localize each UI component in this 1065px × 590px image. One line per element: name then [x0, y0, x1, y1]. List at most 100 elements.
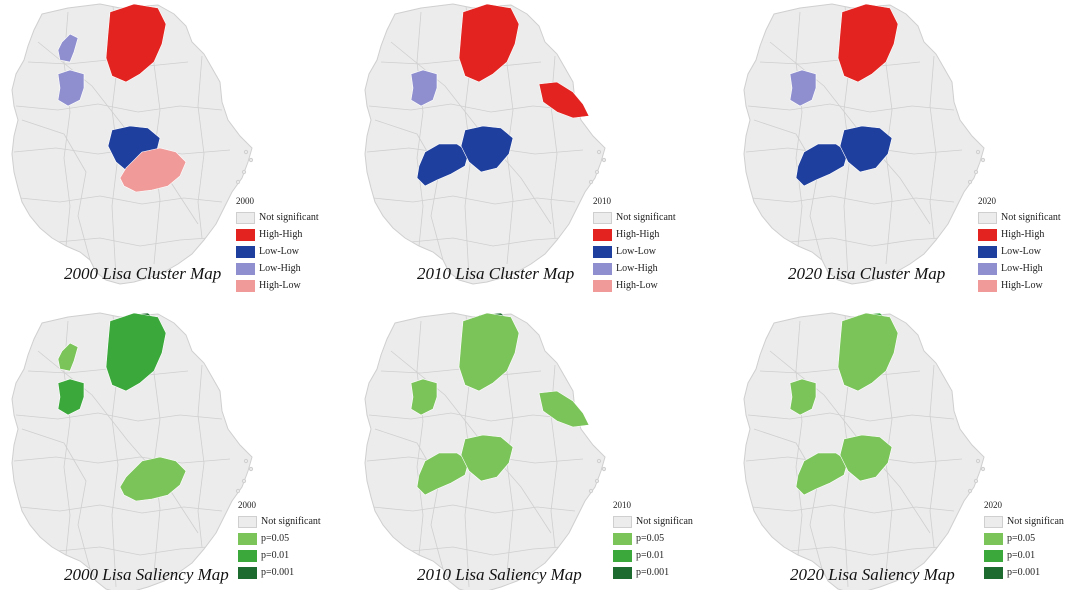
island — [973, 478, 979, 484]
island — [980, 157, 986, 163]
county-boundary — [751, 195, 955, 205]
legend-label: High-Low — [1001, 280, 1043, 291]
map-caption: 2010 Lisa Saliency Map — [417, 565, 582, 584]
legend-label: Low-High — [259, 263, 301, 274]
county-boundary — [795, 11, 803, 247]
county-boundary — [368, 412, 576, 422]
region-central — [460, 434, 514, 482]
island — [975, 149, 981, 155]
island — [594, 169, 600, 175]
county-boundary — [368, 103, 576, 113]
region-west-mid — [789, 378, 817, 416]
region-southwest-arm — [416, 452, 470, 496]
legend-swatch — [236, 211, 255, 224]
legend-label: p=0.001 — [1007, 567, 1041, 578]
island — [235, 488, 241, 494]
legend-label: p=0.01 — [261, 550, 290, 561]
legend-label: p=0.01 — [1007, 550, 1036, 561]
region-west-small — [57, 342, 79, 372]
legend-item: Low-High — [978, 260, 1061, 277]
legend-swatch — [978, 211, 997, 224]
map-panel: 2010 Lisa Saliency Map 2010 Not significan… — [355, 295, 710, 590]
legend-label: Low-Low — [616, 246, 656, 257]
legend-item: High-High — [978, 226, 1061, 243]
legend-item: High-Low — [978, 277, 1061, 294]
county-boundary — [789, 546, 941, 556]
legend-swatch — [978, 245, 997, 258]
legend-item: Low-Low — [236, 243, 319, 260]
legend-title: 2020 — [978, 196, 996, 206]
choropleth-map — [11, 312, 254, 590]
choropleth-map — [364, 312, 607, 590]
legend-label: Not significant — [616, 212, 676, 223]
county-boundary — [197, 55, 205, 239]
map-panel: 2020 Lisa Cluster Map 2020 Not significant… — [710, 0, 1065, 295]
region-central — [839, 434, 893, 482]
legend-label: Not significant — [1001, 212, 1061, 223]
legend-label: High-High — [1001, 229, 1045, 240]
island — [601, 466, 607, 472]
region-north-cluster — [105, 312, 167, 392]
legend-swatch — [613, 566, 632, 579]
county-boundary — [747, 103, 955, 113]
region-west-mid — [57, 69, 85, 107]
island — [241, 478, 247, 484]
region-north-cluster — [837, 3, 899, 83]
legend-swatch — [978, 228, 997, 241]
island — [588, 179, 594, 185]
island — [975, 458, 981, 464]
region-west-mid — [410, 69, 438, 107]
map-caption: 2000 Lisa Cluster Map — [64, 264, 222, 283]
island — [588, 488, 594, 494]
region-west-mid — [789, 69, 817, 107]
region-south-central — [119, 147, 187, 193]
county-boundary — [19, 195, 223, 205]
legend-swatch — [236, 245, 255, 258]
county-boundary — [747, 412, 955, 422]
map-panel: 2000 Lisa Cluster Map 2000 Not significant… — [0, 0, 355, 295]
legend-label: p=0.01 — [636, 550, 665, 561]
legend-label: Not significan — [636, 516, 693, 527]
legend-item: p=0.001 — [984, 564, 1064, 581]
legend-item: High-High — [593, 226, 676, 243]
county-boundary — [416, 320, 424, 556]
legend-item: Low-Low — [978, 243, 1061, 260]
legend-label: Low-High — [1001, 263, 1043, 274]
island — [980, 466, 986, 472]
legend-label: Low-Low — [259, 246, 299, 257]
county-boundary — [416, 11, 424, 247]
legend-label: p=0.001 — [636, 567, 670, 578]
island — [967, 179, 973, 185]
legend-label: Not significan — [1007, 516, 1064, 527]
legend-label: High-High — [259, 229, 303, 240]
legend-label: Low-High — [616, 263, 658, 274]
map-caption: 2020 Lisa Saliency Map — [790, 565, 955, 584]
legend-swatch — [978, 279, 997, 292]
legend-title: 2000 — [236, 196, 254, 206]
legend-item: p=0.001 — [613, 564, 693, 581]
region-southwest-arm — [795, 143, 849, 187]
choropleth-map — [11, 3, 254, 285]
legend-item: High-Low — [236, 277, 319, 294]
legend-title: 2000 — [238, 500, 256, 510]
map-caption: 2010 Lisa Cluster Map — [417, 264, 575, 283]
county-boundary — [57, 237, 209, 247]
county-boundary — [929, 55, 937, 239]
choropleth-map — [364, 3, 607, 285]
region-north-cluster — [837, 312, 899, 392]
legend-label: Not significant — [261, 516, 321, 527]
choropleth-map — [743, 3, 986, 285]
region-southwest-arm — [795, 452, 849, 496]
legend-item: p=0.05 — [984, 530, 1064, 547]
region-east-coast — [538, 390, 590, 428]
legend-swatch — [238, 515, 257, 528]
legend-swatch — [593, 228, 612, 241]
region-southwest-arm — [416, 143, 470, 187]
county-boundary — [15, 103, 223, 113]
legend-label: p=0.05 — [261, 533, 290, 544]
legend-label: p=0.001 — [261, 567, 295, 578]
legend-swatch — [238, 549, 257, 562]
county-boundary — [372, 195, 576, 205]
island — [967, 488, 973, 494]
legend-swatch — [593, 211, 612, 224]
